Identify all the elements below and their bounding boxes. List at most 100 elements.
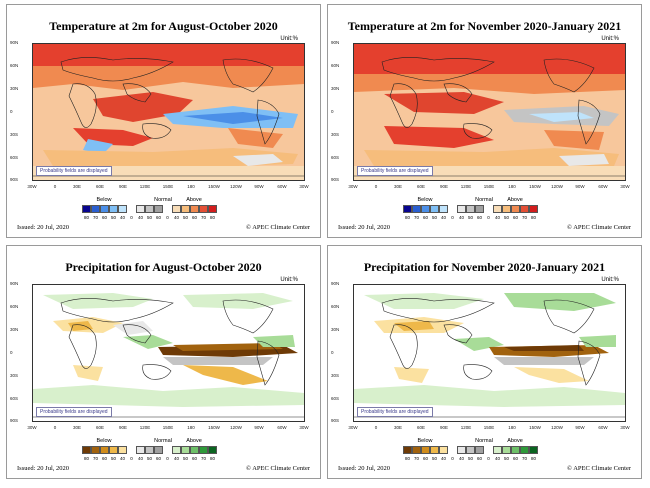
legend-swatch <box>154 205 163 213</box>
lon-label: 90E <box>118 425 127 430</box>
legend-swatch <box>529 205 538 213</box>
legend-swatch <box>421 446 430 454</box>
lon-label: 120E <box>460 425 472 430</box>
legend-tick: 80 <box>83 215 89 220</box>
legend-tick: 40 <box>137 215 143 220</box>
legend-swatch <box>502 205 511 213</box>
panel-title: Temperature at 2m for November 2020-Janu… <box>347 19 622 33</box>
issued-date: Issued: 20 Jul, 2020 <box>17 224 69 231</box>
lon-label: 90E <box>118 184 127 189</box>
legend-swatch <box>430 205 439 213</box>
forecast-map: Probability fields are displayed <box>353 284 626 422</box>
lon-label: 150E <box>162 425 174 430</box>
lat-label: 30S <box>10 373 19 378</box>
legend-tick: 70 <box>92 456 98 461</box>
legend-swatch <box>208 205 217 213</box>
lat-label: 60N <box>331 304 340 309</box>
legend-swatch <box>412 446 421 454</box>
legend-ticks: 80 70 60 50 40 0 40 50 60 0 40 50 60 70 … <box>403 456 538 461</box>
legend-tick: 40 <box>173 456 179 461</box>
lon-label: 120W <box>230 184 242 189</box>
legend-tick: 60 <box>512 215 518 220</box>
panel-temperature-aso: Temperature at 2m for August-October 202… <box>6 4 321 238</box>
legend-tick: 80 <box>530 456 536 461</box>
legend-swatch <box>403 205 412 213</box>
legend-tick: 70 <box>92 215 98 220</box>
legend-swatch <box>109 446 118 454</box>
legend-swatch <box>154 446 163 454</box>
legend-tick: 40 <box>458 215 464 220</box>
legend-tick: 60 <box>422 456 428 461</box>
legend-swatch <box>181 446 190 454</box>
legend-swatch <box>475 446 484 454</box>
lon-label: 150W <box>208 184 220 189</box>
legend-tick: 40 <box>137 456 143 461</box>
legend-tick: 40 <box>119 456 125 461</box>
lon-label: 0 <box>53 425 57 430</box>
legend-tick: 40 <box>173 215 179 220</box>
legend-swatch <box>163 205 172 213</box>
legend-tick: 50 <box>146 456 152 461</box>
legend-tick: 60 <box>101 456 107 461</box>
lon-label: 120E <box>139 425 151 430</box>
lat-label: 90S <box>10 418 19 423</box>
lon-label: 120E <box>460 184 472 189</box>
legend-swatch <box>439 205 448 213</box>
lon-label: 60W <box>598 184 608 189</box>
legend-below-label: Below <box>96 438 112 444</box>
unit-label: Unit:% <box>601 277 619 283</box>
legend-swatch <box>475 205 484 213</box>
lon-label: 0 <box>374 184 378 189</box>
legend-swatch <box>136 446 145 454</box>
lon-label: 60W <box>277 425 287 430</box>
legend-swatch <box>457 446 466 454</box>
legend-tick: 60 <box>422 215 428 220</box>
legend-tick: 50 <box>182 456 188 461</box>
panel-temperature-ndj: Temperature at 2m for November 2020-Janu… <box>327 4 642 238</box>
legend-swatch <box>91 205 100 213</box>
legend-below-label: Below <box>96 197 112 203</box>
panel-precipitation-ndj: Precipitation for November 2020-January … <box>327 245 642 479</box>
lon-label: 0 <box>53 184 57 189</box>
legend-below-label: Below <box>417 438 433 444</box>
probability-note: Probability fields are displayed <box>36 166 112 176</box>
legend-tick: 50 <box>467 215 473 220</box>
legend-tick: 40 <box>458 456 464 461</box>
lon-label: 60E <box>416 184 425 189</box>
legend-tick: 70 <box>521 215 527 220</box>
legend-above-label: Above <box>186 197 202 203</box>
lon-label: 120E <box>139 184 151 189</box>
legend-above-label: Above <box>186 438 202 444</box>
legend-tick: 0 <box>130 456 133 461</box>
probability-note: Probability fields are displayed <box>36 407 112 417</box>
legend-swatch <box>448 446 457 454</box>
lon-label: 90W <box>254 425 264 430</box>
legend-swatch <box>118 446 127 454</box>
lon-label: 30E <box>72 184 81 189</box>
lat-label: 0 <box>10 350 13 355</box>
unit-label: Unit:% <box>601 36 619 42</box>
credit-text: © APEC Climate Center <box>567 224 631 231</box>
lat-label: 60S <box>10 396 19 401</box>
lat-label: 0 <box>10 109 13 114</box>
lon-label: 90E <box>439 425 448 430</box>
legend-tick: 60 <box>476 456 482 461</box>
credit-text: © APEC Climate Center <box>567 465 631 472</box>
legend-ticks: 80 70 60 50 40 0 40 50 60 0 40 50 60 70 … <box>403 215 538 220</box>
map-graphic <box>33 285 304 421</box>
legend-tick: 40 <box>494 215 500 220</box>
credit-text: © APEC Climate Center <box>246 465 310 472</box>
color-legend: Below Normal Above 80 70 60 50 40 0 40 5… <box>82 438 257 464</box>
lon-label: 60E <box>95 184 104 189</box>
lat-label: 30S <box>331 132 340 137</box>
legend-swatch <box>520 205 529 213</box>
legend-tick: 0 <box>130 215 133 220</box>
lon-label: 60E <box>95 425 104 430</box>
legend-swatch <box>466 446 475 454</box>
lon-label: 180 <box>508 425 516 430</box>
lon-label: 150W <box>208 425 220 430</box>
lon-label: 30E <box>72 425 81 430</box>
legend-tick: 60 <box>155 456 161 461</box>
legend-tick: 60 <box>155 215 161 220</box>
lon-label: 180 <box>508 184 516 189</box>
